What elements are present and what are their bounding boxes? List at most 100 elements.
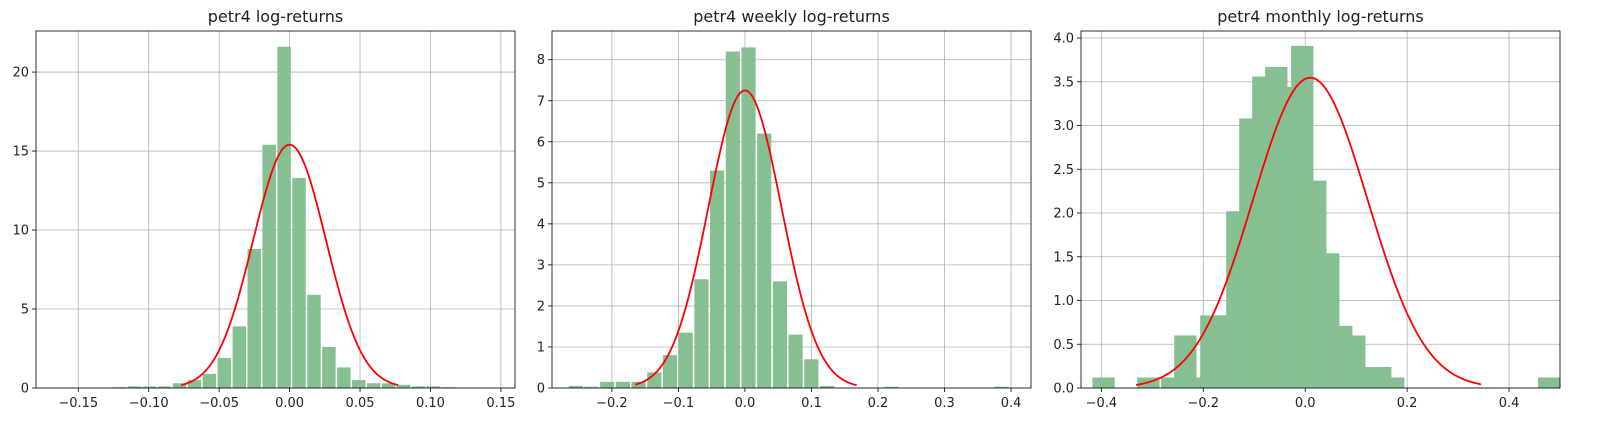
normal-fit-curve [180,143,399,386]
x-tick-label: 0.2 [1397,396,1418,411]
histogram-bar [292,177,306,388]
y-tick-label: 4.0 [1053,32,1074,47]
histogram-bars [113,46,456,389]
y-tick-label: 6 [537,135,545,150]
histogram-bar [600,381,615,388]
histogram-bar [426,386,441,388]
histogram-bars [568,47,1009,389]
histogram-bar [1538,377,1561,388]
y-tick-label: 0.5 [1053,338,1074,353]
x-tick-label: −0.2 [1188,396,1220,411]
y-tick-label: 3.5 [1053,75,1074,90]
histogram-bar [396,384,411,388]
x-tick-label: −0.15 [58,396,98,411]
normal-fit-curve [634,89,857,387]
histogram-bar [678,332,693,388]
histogram-bar [1161,377,1184,388]
histogram-bars [1092,45,1561,388]
y-tick-label: 3.0 [1053,119,1074,134]
chart-panel-3: −0.4 −0.2 0.0 0.2 0.4 0.0 0.5 1.0 1.5 2.0 2.5 3.0 3.… [1053,7,1561,411]
histogram-bar [1382,377,1405,388]
x-tick-label: −0.2 [596,396,628,411]
histogram-bar [172,383,187,388]
histogram-bar [157,386,172,388]
histogram-bar [584,386,599,388]
histogram-bar [757,133,772,388]
histogram-bar [631,381,646,388]
y-tick-label: 15 [12,145,29,160]
x-tick-label: −0.10 [129,396,169,411]
y-tick-label: 20 [12,66,29,81]
histogram-bar [1092,377,1115,388]
histogram-bar [277,46,291,389]
histogram-bar [366,383,381,388]
x-tick-label: −0.1 [663,396,695,411]
histogram-bar [128,386,142,388]
x-tick-label: 0.05 [346,396,375,411]
y-tick-label: 2.0 [1053,207,1074,222]
histogram-bar [322,346,336,388]
y-tick-label: 5 [21,303,29,318]
y-tick-label: 5 [537,176,545,191]
histogram-bar [725,51,740,388]
histogram-bar [1187,377,1210,388]
x-tick-label: 0.10 [416,396,445,411]
y-tick-label: 10 [12,224,29,239]
y-tick-label: 1 [537,340,545,355]
histogram-bar [262,144,276,388]
y-tick-label: 0 [21,382,29,397]
histogram-bar [615,381,630,388]
histogram-bar [202,373,217,388]
histogram-bar [187,380,202,388]
y-tick-label: 1.5 [1053,250,1074,265]
histogram-bar [142,386,157,388]
histogram-bar [819,385,835,388]
histogram-bar [788,334,803,388]
x-tick-label: 0.1 [801,396,822,411]
histogram-bar [741,47,756,389]
x-tick-label: 0.15 [486,396,515,411]
y-tick-label: 7 [537,94,545,109]
y-tick-label: 2 [537,299,545,314]
histogram-bar [804,359,819,388]
histogram-bar [247,248,261,388]
histogram-bar [232,326,247,388]
histogram-bar [772,281,787,388]
chart-panel-1: −0.15 −0.10 −0.05 0.00 0.05 0.10 0.15 0 5 10 15 20 p… [12,7,516,411]
chart-title: petr4 log-returns [208,7,344,26]
x-tick-label: 0.2 [868,396,889,411]
y-tick-label: 0.0 [1053,382,1074,397]
x-tick-label: 0.0 [735,396,756,411]
chart-title: petr4 weekly log-returns [693,7,890,26]
histogram-bar [994,386,1009,388]
chart-title: petr4 monthly log-returns [1217,7,1423,26]
x-tick-label: 0.0 [1295,396,1316,411]
histogram-bar [381,383,396,388]
histogram-bar [710,170,725,388]
x-tick-label: 0.4 [1499,396,1520,411]
x-tick-label: 0.3 [934,396,955,411]
y-tick-label: 3 [537,258,545,273]
chart-panel-2: −0.2 −0.1 0.0 0.1 0.2 0.3 0.4 0 1 2 3 4 5 6 7 8 petr4 we… [537,7,1032,411]
y-tick-label: 2.5 [1053,163,1074,178]
histogram-bar [352,380,366,388]
histogram-bar [217,357,232,388]
histogram-bar [568,385,583,388]
y-tick-label: 0 [537,382,545,397]
x-tick-label: −0.05 [199,396,239,411]
y-tick-label: 8 [537,53,545,68]
y-tick-label: 4 [537,217,545,232]
histogram-bar [307,294,321,388]
histogram-bar [694,279,709,388]
x-tick-label: 0.4 [1001,396,1022,411]
axes-frame [35,30,516,389]
x-tick-label: −0.4 [1086,396,1118,411]
normal-fit-curve [1135,76,1482,386]
axes-frame [551,30,1032,389]
histogram-bar [1174,335,1197,388]
histogram-bar [884,386,899,388]
y-tick-label: 1.0 [1053,294,1074,309]
x-tick-label: 0.00 [275,396,304,411]
histogram-bar [662,355,678,388]
